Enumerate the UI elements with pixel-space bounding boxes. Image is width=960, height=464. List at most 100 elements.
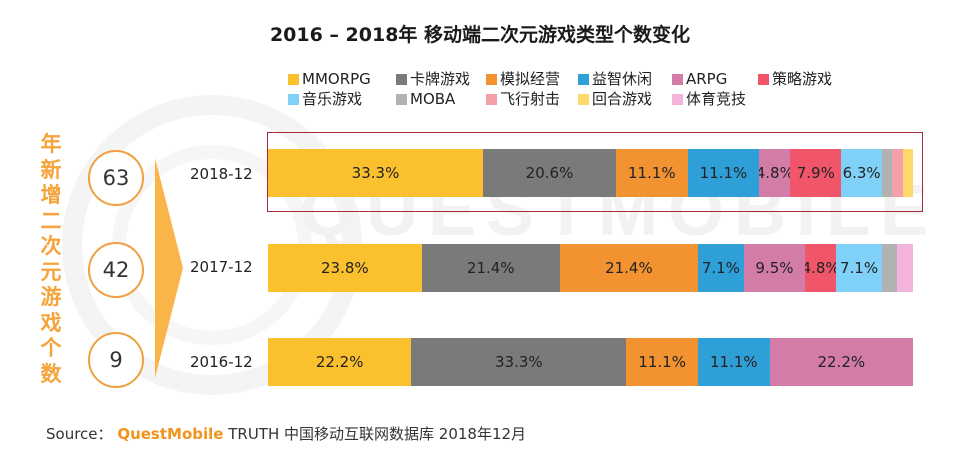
legend-swatch [288, 94, 299, 105]
legend-swatch [672, 94, 683, 105]
source-prefix: Source： [46, 425, 113, 443]
data-label: 22.2% [315, 353, 364, 371]
bar-segment [902, 149, 913, 197]
data-label: 33.3% [495, 353, 543, 371]
bar-segment [892, 149, 903, 197]
chart-title: 2016 – 2018年 移动端二次元游戏类型个数变化 [269, 24, 691, 46]
legend-swatch [486, 74, 497, 85]
legend-swatch [672, 74, 683, 85]
bar-segment: 22.2% [769, 338, 913, 386]
vertical-label: 年新增二次元游戏个数 [36, 132, 66, 387]
bar-2017: 23.8%21.4%21.4%7.1%9.5%4.8%7.1% [268, 244, 913, 292]
source-brand: QuestMobile [117, 425, 224, 443]
data-label: 11.1% [638, 353, 686, 371]
legend-swatch [758, 74, 769, 85]
bar-segment: 33.3% [411, 338, 627, 386]
legend-item: MOBA [396, 90, 455, 108]
legend-label: MMORPG [302, 70, 371, 88]
legend-item: 回合游戏 [578, 90, 652, 108]
vertical-label-char: 游 [40, 285, 62, 309]
data-label: 21.4% [466, 259, 515, 277]
vertical-label-char: 数 [40, 361, 62, 386]
vertical-label-char: 元 [40, 259, 62, 284]
legend-item: ARPG [672, 70, 727, 88]
data-label: 21.4% [605, 259, 653, 277]
vertical-label-char: 二 [40, 208, 62, 233]
legend-swatch [396, 94, 407, 105]
data-label: 23.8% [321, 259, 369, 277]
category-label-2017: 2017-12 [190, 258, 253, 276]
data-label: 20.6% [525, 164, 574, 182]
legend-label: 体育竞技 [686, 90, 747, 108]
legend-swatch [288, 74, 299, 85]
count-circle-2017: 42 [88, 242, 144, 298]
vertical-label-char: 戏 [40, 310, 62, 335]
bar-2016: 22.2% 33.3% 11.1% 11.1% 22.2% [268, 338, 913, 386]
data-label: 7.1% [839, 259, 879, 277]
bar-segment: 7.9% [790, 149, 842, 197]
data-label: 9.5% [755, 259, 794, 277]
legend-label: 卡牌游戏 [410, 70, 471, 88]
legend-label: 音乐游戏 [302, 90, 363, 108]
bar-segment: 22.2% [268, 338, 412, 386]
data-label: 11.1% [628, 164, 676, 182]
data-label: 11.1% [699, 164, 748, 182]
arrow-icon [155, 158, 183, 378]
legend-item: 音乐游戏 [288, 90, 362, 108]
bar-segment [881, 149, 893, 197]
bar-segment: 9.5% [743, 244, 806, 292]
bar-segment: 11.1% [687, 149, 760, 197]
bar-segment: 4.8% [805, 244, 837, 292]
vertical-label-char: 年 [40, 132, 62, 156]
data-label: 7.9% [796, 164, 835, 182]
legend-label: 益智休闲 [592, 70, 653, 88]
source-note: Source： QuestMobile TRUTH 中国移动互联网数据库 201… [46, 423, 526, 444]
legend-label: 模拟经营 [500, 70, 561, 88]
bar-segment: 6.3% [841, 149, 882, 197]
count-circle-2018: 63 [88, 150, 144, 206]
source-rest: TRUTH 中国移动互联网数据库 2018年12月 [228, 425, 527, 443]
legend-item: 策略游戏 [758, 70, 832, 88]
data-label: 6.3% [842, 164, 881, 182]
bar-segment: 20.6% [483, 149, 616, 197]
legend-item: 卡牌游戏 [396, 70, 470, 88]
vertical-label-char: 次 [40, 234, 62, 258]
vertical-label-char: 新 [40, 157, 62, 182]
data-label: 33.3% [351, 164, 400, 182]
highlight-box [267, 132, 923, 212]
bar-segment: 7.1% [697, 244, 744, 292]
legend-swatch [578, 74, 589, 85]
bar-segment: 11.1% [626, 338, 698, 386]
bar-segment: 33.3% [268, 149, 483, 197]
bar-segment: 23.8% [268, 244, 422, 292]
data-label: 4.8% [805, 259, 836, 277]
category-label-2018: 2018-12 [190, 165, 253, 183]
bar-segment: 11.1% [616, 149, 688, 197]
bar-segment: 21.4% [421, 244, 560, 292]
legend-item: MMORPG [288, 70, 371, 88]
legend-swatch [578, 94, 589, 105]
legend-item: 模拟经营 [486, 70, 560, 88]
bar-segment [881, 244, 898, 292]
legend-label: 飞行射击 [500, 90, 561, 108]
data-label: 4.8% [759, 164, 790, 182]
legend-label: MOBA [410, 90, 456, 108]
legend-item: 飞行射击 [486, 90, 560, 108]
count-circle-2016: 9 [88, 332, 144, 388]
category-label-2016: 2016-12 [190, 353, 253, 371]
legend-item: 益智休闲 [578, 70, 652, 88]
legend-label: 策略游戏 [772, 70, 833, 88]
bar-segment: 11.1% [697, 338, 770, 386]
legend-label: 回合游戏 [592, 90, 653, 108]
bar-segment [897, 244, 913, 292]
data-label: 22.2% [817, 353, 866, 371]
data-label: 11.1% [709, 353, 758, 371]
legend-label: ARPG [686, 70, 728, 88]
bar-segment: 4.8% [759, 149, 791, 197]
vertical-label-char: 个 [40, 336, 62, 360]
bar-segment: 7.1% [836, 244, 882, 292]
bar-2018: 33.3% 20.6% 11.1% 11.1% 4.8% 7.9% 6.3% [268, 149, 913, 197]
bar-segment: 21.4% [559, 244, 698, 292]
legend-swatch [396, 74, 407, 85]
legend-item: 体育竞技 [672, 90, 746, 108]
